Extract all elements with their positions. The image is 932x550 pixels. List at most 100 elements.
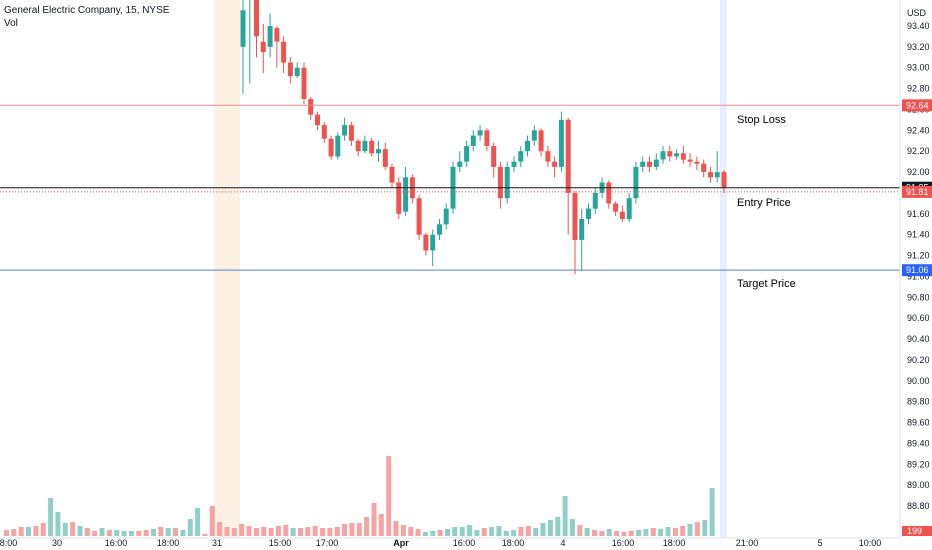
volume-bar — [577, 525, 583, 536]
price-tick-label: 90.40 — [907, 334, 930, 344]
candle — [592, 187, 598, 214]
candle-body — [470, 135, 476, 146]
candle-body — [274, 28, 280, 42]
candle — [606, 180, 612, 209]
candle — [287, 57, 293, 84]
candle-body — [464, 146, 470, 162]
volume-bar — [592, 530, 597, 536]
volume-badge: 199 — [907, 526, 922, 536]
volume-bar — [92, 531, 98, 536]
candle — [254, 0, 259, 58]
volume-bar — [356, 523, 362, 536]
volume-bar — [437, 530, 443, 536]
volume-bar — [547, 520, 553, 536]
candle — [416, 195, 422, 240]
volume-bar — [33, 526, 39, 536]
price-tick-label: 90.60 — [907, 313, 930, 323]
volume-bar — [261, 527, 267, 536]
price-tick-label: 91.40 — [907, 230, 930, 240]
time-axis[interactable]: 18:00 30 16:00 18:00 31 15:00 17:00 Apr 16:00 18:… — [0, 538, 881, 548]
candle-body — [281, 41, 287, 63]
volume-bar — [342, 524, 348, 536]
candle-body — [701, 163, 707, 172]
volume-bar — [687, 524, 693, 536]
candle — [714, 151, 720, 183]
volume-bar — [217, 522, 223, 536]
candle — [531, 125, 537, 146]
volume-bar — [298, 528, 303, 536]
volume-bar — [121, 531, 127, 536]
volume-bar — [62, 523, 68, 536]
volume-bar — [334, 527, 340, 536]
candle-body — [376, 149, 381, 154]
volume-bar — [224, 527, 230, 536]
candle-body — [443, 208, 449, 225]
candle-body — [294, 67, 300, 76]
time-tick-label: 21:00 — [736, 538, 759, 548]
candle — [260, 23, 266, 73]
candle-body — [558, 119, 564, 167]
candle-body — [538, 130, 544, 152]
price-tick-label: 92.20 — [907, 146, 930, 156]
candle-body — [694, 161, 700, 164]
time-tick-label: Apr — [393, 538, 409, 548]
volume-bar — [496, 526, 502, 536]
candle — [328, 135, 334, 160]
time-tick-label: 17:00 — [316, 538, 339, 548]
candle — [525, 135, 530, 157]
volume-bar — [253, 528, 259, 536]
candle — [653, 153, 659, 170]
price-tick-label: 91.60 — [907, 209, 930, 219]
target-price-badge-bg — [902, 264, 932, 277]
price-tick-label: 89.60 — [907, 418, 930, 428]
volume-bar — [151, 529, 156, 536]
volume-bar — [327, 528, 333, 536]
time-tick-label: 16:00 — [453, 538, 476, 548]
candle-body — [348, 125, 354, 141]
time-tick-label: 16:00 — [105, 538, 128, 548]
candle-body — [660, 151, 666, 160]
volume-bar — [378, 514, 384, 536]
candle — [545, 146, 551, 167]
candle — [470, 130, 476, 152]
candle-body — [328, 138, 334, 157]
volume-bar — [606, 529, 612, 536]
currency-label: USD — [907, 8, 927, 18]
candle — [443, 203, 449, 230]
volume-bar — [275, 526, 281, 536]
candle-body — [613, 203, 619, 212]
candle-body — [714, 172, 720, 178]
time-tick-label: 16:00 — [612, 538, 635, 548]
stop-price-badge: 92.64 — [906, 100, 929, 110]
volume-bar — [283, 525, 289, 536]
candle — [504, 161, 510, 204]
volume-bar — [562, 496, 568, 536]
price-tick-label: 91.20 — [907, 251, 930, 261]
candle — [491, 142, 497, 178]
volume-bar — [636, 530, 642, 536]
volume-bar — [187, 519, 193, 536]
candle — [382, 142, 388, 170]
volume-bar — [26, 527, 31, 536]
candle-body — [477, 130, 483, 136]
candle-body — [525, 140, 530, 152]
volume-bar — [518, 527, 524, 536]
volume-bar — [165, 528, 171, 536]
candle — [701, 159, 707, 178]
volume-bar — [709, 488, 715, 536]
candle-body — [565, 119, 571, 193]
symbol-title: General Electric Company, 15, NYSE — [4, 5, 170, 16]
volume-bar — [128, 531, 134, 536]
candle — [437, 219, 442, 240]
volume-bar — [312, 526, 318, 536]
price-tick-label: 88.80 — [907, 501, 930, 511]
candle — [355, 138, 361, 157]
volume-bar — [371, 503, 377, 536]
volume-bar — [569, 519, 575, 536]
candle-body — [592, 193, 598, 209]
volume-bar — [4, 530, 9, 536]
candle-body — [572, 193, 578, 240]
volume-bar — [650, 528, 656, 536]
candle — [667, 146, 673, 162]
